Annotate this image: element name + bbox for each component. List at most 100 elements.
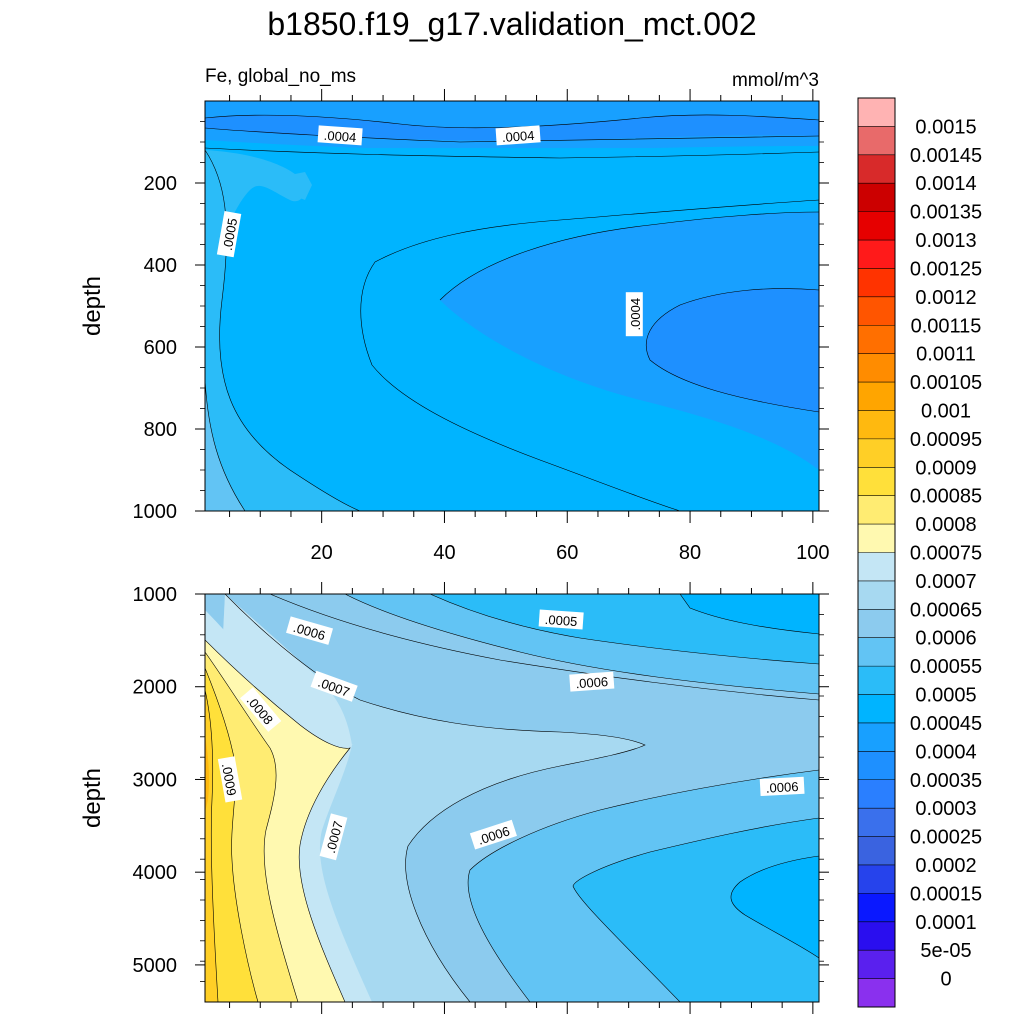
colorbar-label: 0.00055 xyxy=(910,656,982,678)
contour-label: .0004 xyxy=(625,292,643,337)
contour-label-text: .0004 xyxy=(323,128,357,145)
fill-band-0004-tongue xyxy=(440,212,819,470)
contour-label: .0006 xyxy=(759,776,805,797)
colorbar-label: 0.00145 xyxy=(910,145,982,167)
fill-band-00035-core xyxy=(646,288,819,412)
y-tick-label: 5000 xyxy=(133,955,178,977)
colorbar-label: 0.0001 xyxy=(915,912,976,934)
colorbar-swatch xyxy=(858,524,895,553)
colorbar-swatch xyxy=(858,98,895,127)
contour-line xyxy=(205,639,351,1002)
right-string: mmol/m^3 xyxy=(732,70,819,91)
colorbar-label: 0.00135 xyxy=(910,202,982,224)
colorbar-label: 0.00125 xyxy=(910,258,982,280)
colorbar-label: 0.00035 xyxy=(910,770,982,792)
colorbar-swatch xyxy=(858,154,895,184)
fill-patch-0005 xyxy=(286,172,312,200)
colorbar-swatch xyxy=(858,495,895,525)
colorbar-label: 0.0009 xyxy=(915,457,976,479)
contour-label-text: .0005 xyxy=(544,612,578,629)
y-tick-label: 200 xyxy=(144,173,177,195)
contour-label: .0009 xyxy=(217,756,243,803)
contour-label: .0006 xyxy=(569,671,615,692)
colorbar-swatch xyxy=(858,268,895,298)
contour-label-bg xyxy=(759,776,805,797)
y-tick-label: 800 xyxy=(144,419,177,441)
colorbar-swatch xyxy=(858,552,895,582)
contour-line xyxy=(269,594,819,701)
colorbar-label: 0.0006 xyxy=(915,628,976,650)
upper-contour-fill xyxy=(205,101,819,511)
colorbar-label: 0.00115 xyxy=(911,315,982,337)
y-tick-label: 1000 xyxy=(133,501,178,523)
contour-line xyxy=(205,651,299,1002)
contour-label-bg xyxy=(625,292,643,337)
colorbar-swatch xyxy=(858,211,895,241)
colorbar-swatch xyxy=(858,240,895,269)
contour-line xyxy=(645,288,819,413)
colorbar-label: 0.0003 xyxy=(915,798,976,820)
colorbar-swatch xyxy=(858,751,895,781)
colorbar-label: 0.0013 xyxy=(915,230,976,252)
colorbar-swatch xyxy=(858,666,895,695)
colorbar-swatch xyxy=(858,467,895,496)
contour-label-bg xyxy=(216,211,242,258)
fill-band-00045-top xyxy=(680,594,819,634)
colorbar-swatch xyxy=(858,921,895,951)
lower-contour-lines xyxy=(205,594,819,1002)
colorbar-swatch xyxy=(858,126,895,156)
contour-label-bg xyxy=(317,125,363,146)
colorbar-label: 0.00095 xyxy=(910,429,982,451)
y-tick-label: 400 xyxy=(144,255,177,277)
colorbar-swatch xyxy=(858,836,895,866)
contour-label: .0004 xyxy=(317,125,363,146)
x-tick-label: 40 xyxy=(433,542,455,564)
colorbar-label: 0 xyxy=(940,969,951,991)
colorbar-label: 0.00065 xyxy=(910,599,982,621)
colorbar-label: 0.0014 xyxy=(915,173,976,195)
colorbar-label: 0.0012 xyxy=(915,287,976,309)
contour-label-bg xyxy=(469,819,517,850)
contour-label: .0005 xyxy=(216,211,242,258)
chart-title: b1850.f19_g17.validation_mct.002 xyxy=(267,6,756,42)
contour-label-text: .0005 xyxy=(220,217,240,252)
upper-panel: 200 400 600 800 1000 20 40 60 80 100 depth .0004.… xyxy=(79,89,830,564)
colorbar-label: 0.0005 xyxy=(915,685,976,707)
colorbar-swatch xyxy=(858,609,895,639)
x-tick-label: 80 xyxy=(679,542,701,564)
contour-label-bg xyxy=(310,670,358,702)
lower-panel: 1000 2000 3000 4000 5000 depth .0005 .0006 .00… xyxy=(79,582,829,1014)
y-tick-label: 600 xyxy=(144,337,177,359)
colorbar-label: 0.00045 xyxy=(910,713,982,735)
contour-label-bg xyxy=(217,756,243,803)
colorbar-label: 0.0007 xyxy=(915,571,976,593)
colorbar-label: 0.00105 xyxy=(910,372,982,394)
y-tick-label: 3000 xyxy=(133,769,178,791)
colorbar-swatch xyxy=(858,296,895,326)
colorbar-label: 0.00075 xyxy=(910,543,982,565)
contour-label-text: .0004 xyxy=(501,128,535,145)
colorbar-label: 0.00025 xyxy=(910,827,982,849)
contour-label-text: .0006 xyxy=(575,674,609,691)
contour-label-text: .0004 xyxy=(628,298,643,331)
colorbar-swatch xyxy=(858,325,895,354)
contour-line xyxy=(429,594,819,665)
upper-contour-labels: .0004 .0004 .0005 .0004 xyxy=(216,125,643,337)
contour-line xyxy=(360,199,819,511)
colorbar-swatch xyxy=(858,410,895,440)
contour-label-bg xyxy=(286,616,334,645)
colorbar-swatch xyxy=(858,580,895,610)
contour-line xyxy=(344,594,819,695)
contour-label-bg xyxy=(239,687,282,732)
x-tick-label: 60 xyxy=(556,542,578,564)
colorbar-swatch xyxy=(858,864,895,894)
colorbar-swatch xyxy=(858,779,895,809)
colorbar: 0.0015 0.00145 0.0014 0.00135 0.0013 0.00125 0… xyxy=(857,97,982,1008)
left-string: Fe, global_no_ms xyxy=(205,66,356,87)
y-tick-label: 4000 xyxy=(133,862,178,884)
lower-contour-fill xyxy=(205,594,819,1002)
contour-line xyxy=(467,769,819,1002)
fill-band-0005-upper xyxy=(205,150,305,300)
contour-line xyxy=(205,379,246,511)
contour-label-bg xyxy=(569,671,615,692)
